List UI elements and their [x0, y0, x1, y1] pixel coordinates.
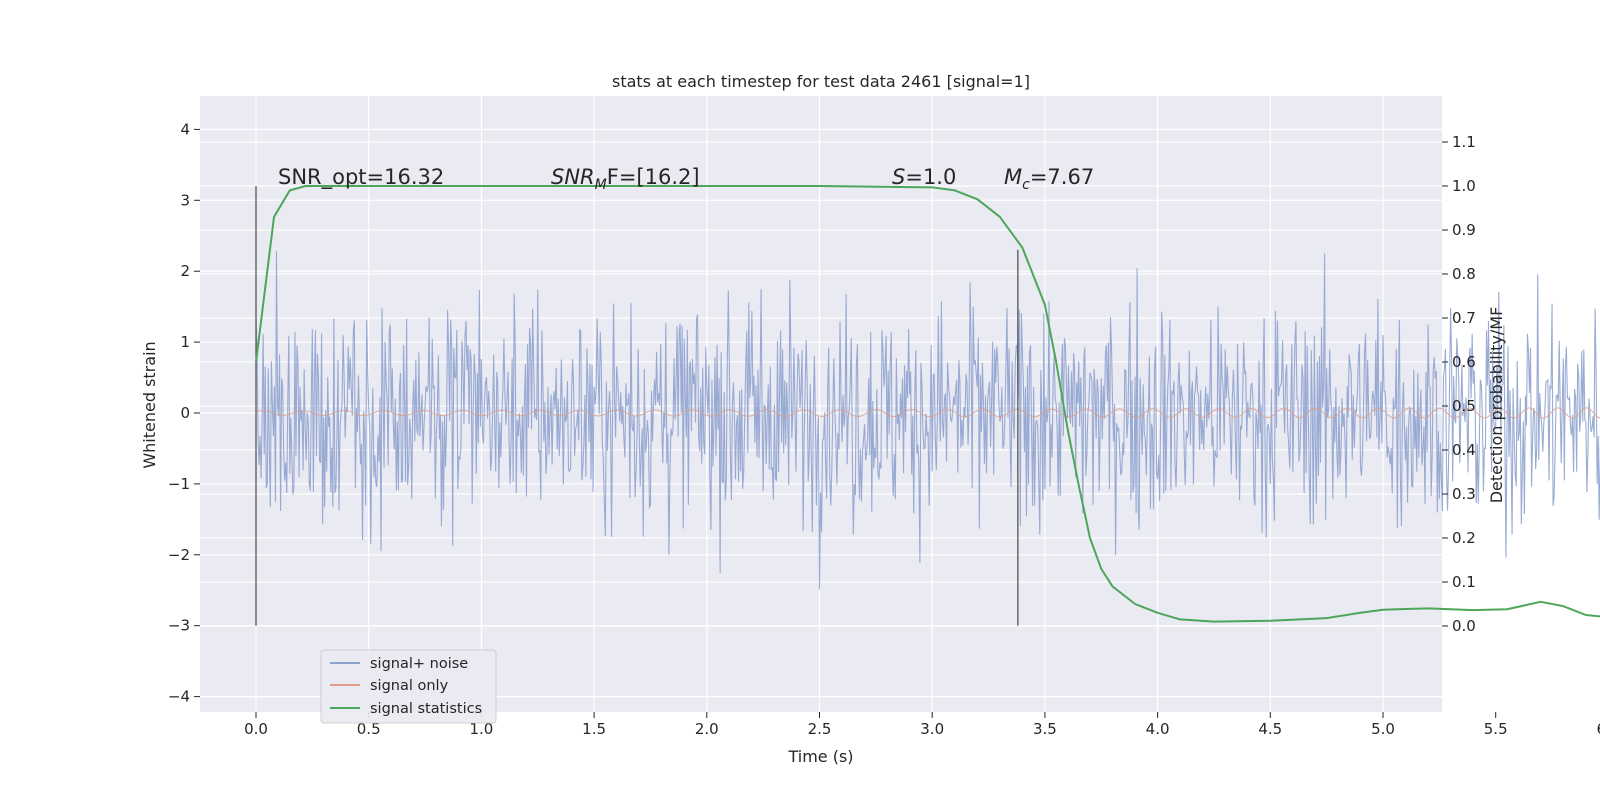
annotation-snr-mf: SNRMF=[16.2] [551, 165, 700, 193]
x-tick-label: 4.5 [1258, 720, 1282, 738]
y2-tick-label: 0.7 [1452, 309, 1476, 327]
y-tick-label: 2 [180, 262, 190, 280]
signal-statistics-series [255, 185, 1600, 623]
signal-noise-line [255, 251, 1600, 590]
vertical-markers [255, 186, 1019, 626]
x-tick-label: 2.0 [695, 720, 719, 738]
y-tick-label: 0 [180, 404, 190, 422]
x-tick-label: 3.0 [920, 720, 944, 738]
annotation-mc: Mc=7.67 [1004, 165, 1094, 193]
y-tick-label: −1 [168, 475, 190, 493]
y-tick-label: −4 [168, 688, 190, 706]
x-tick-label: 5.5 [1484, 720, 1508, 738]
legend: signal+ noise signal only signal statist… [320, 649, 497, 724]
y-tick-label: 3 [180, 191, 190, 209]
y-tick-label: 4 [180, 120, 190, 138]
x-tick-label: 0.5 [357, 720, 381, 738]
legend-box [320, 649, 497, 724]
y-tick-label: −3 [168, 617, 190, 635]
y2-axis-label: Detection probability/MF [1487, 307, 1506, 504]
y2-tick-label: 1.1 [1452, 133, 1476, 151]
y2-tick-label: 0.8 [1452, 265, 1476, 283]
y2-tick-label: 0.3 [1452, 485, 1476, 503]
x-axis-label: Time (s) [787, 747, 853, 766]
legend-label-stats: signal statistics [370, 701, 482, 717]
x-tick-label: 1.5 [582, 720, 606, 738]
legend-label-signal: signal only [370, 678, 449, 694]
y2-tick-label: 1.0 [1452, 177, 1476, 195]
annotation-s: S=1.0 [892, 165, 956, 189]
signal-only-series [255, 407, 1600, 419]
y-tick-label: −2 [168, 546, 190, 564]
signal-noise-series [255, 251, 1600, 590]
y-axis-label: Whitened strain [140, 341, 159, 468]
annotations: SNR_opt=16.32 SNRMF=[16.2] S=1.0 Mc=7.67 [278, 165, 1094, 193]
y2-tick-label: 0.0 [1452, 617, 1476, 635]
y2-tick-label: 0.1 [1452, 573, 1476, 591]
x-tick-label: 6.0 [1596, 720, 1600, 738]
y2-tick-label: 0.9 [1452, 221, 1476, 239]
y2-tick-label: 0.6 [1452, 353, 1476, 371]
x-tick-label: 2.5 [808, 720, 832, 738]
y-axis-ticks: 4 3 2 1 0 −1 −2 −3 −4 [168, 120, 200, 706]
x-tick-label: 0.0 [244, 720, 268, 738]
x-tick-label: 3.5 [1033, 720, 1057, 738]
chart-title: stats at each timestep for test data 246… [612, 72, 1030, 91]
legend-label-noise: signal+ noise [370, 656, 468, 672]
y2-axis-ticks: 1.1 1.0 0.9 0.8 0.7 0.6 0.5 0.4 0.3 0.2 0.1 0.0 [1442, 133, 1476, 635]
annotation-snr-opt: SNR_opt=16.32 [278, 165, 444, 190]
signal-statistics-line [255, 185, 1600, 623]
signal-only-line [255, 407, 1600, 419]
y-tick-label: 1 [180, 333, 190, 351]
x-axis-ticks: 0.00.51.01.52.02.53.03.54.04.55.05.56.06… [244, 712, 1600, 738]
x-tick-label: 1.0 [469, 720, 493, 738]
y2-tick-label: 0.4 [1452, 441, 1476, 459]
y2-tick-label: 0.5 [1452, 397, 1476, 415]
x-tick-label: 5.0 [1371, 720, 1395, 738]
x-tick-label: 4.0 [1146, 720, 1170, 738]
y2-tick-label: 0.2 [1452, 529, 1476, 547]
